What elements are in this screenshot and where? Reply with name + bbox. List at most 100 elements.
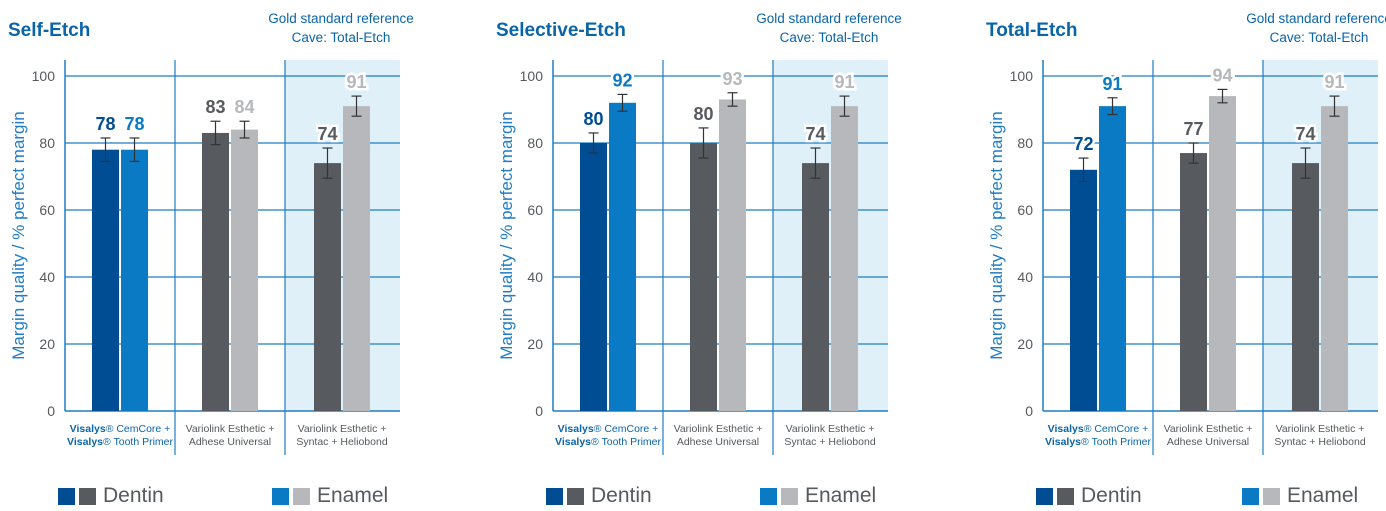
y-tick-label: 80	[527, 135, 543, 151]
bar-dentin	[1180, 153, 1207, 412]
category-label: Variolink Esthetic +	[298, 423, 387, 435]
legend-swatch-enamel-visalys	[1242, 487, 1259, 505]
gold-standard-note: Gold standard reference	[268, 11, 414, 26]
legend-self-etch: Dentin Enamel	[58, 485, 438, 511]
bar-enamel	[231, 129, 258, 411]
bar-enamel	[1209, 96, 1236, 411]
bar-enamel	[1099, 106, 1126, 412]
gold-standard-note: Gold standard reference	[1246, 11, 1386, 26]
gold-standard-caveat: Cave: Total-Etch	[780, 30, 879, 45]
category-label: Variolink Esthetic +	[674, 423, 763, 435]
data-label-dentin: 80	[583, 109, 603, 129]
legend-dentin: Dentin	[546, 485, 652, 507]
category-label-visalys: Visalys® CemCore +	[1048, 423, 1149, 435]
bar-dentin	[580, 143, 607, 411]
y-tick-label: 0	[47, 403, 55, 419]
legend-swatch-enamel-visalys	[760, 487, 777, 505]
chart-title: Self-Etch	[8, 20, 90, 41]
data-label-dentin: 80	[693, 104, 713, 124]
chart-selective-etch: 0 20 40 60 80 100 Margin quality / % perfect m…	[496, 11, 902, 455]
legend-swatch-dentin-other	[79, 487, 96, 505]
bar-dentin	[690, 143, 717, 411]
chart-title: Selective-Etch	[496, 20, 626, 41]
data-label-enamel: 91	[834, 72, 854, 92]
y-tick-label: 100	[32, 68, 56, 84]
data-label-dentin: 74	[1295, 124, 1315, 144]
data-label-enamel: 78	[124, 114, 144, 134]
category-label: Syntac + Heliobond	[296, 436, 388, 448]
data-label-dentin: 72	[1073, 134, 1093, 154]
category-label-part: Visalys	[555, 436, 591, 448]
gold-standard-highlight	[1263, 60, 1378, 411]
data-label-enamel: 91	[346, 72, 366, 92]
y-tick-label: 0	[535, 403, 543, 419]
category-label-part: ® Tooth Primer	[103, 436, 173, 448]
data-label-enamel: 84	[234, 97, 254, 117]
data-label-enamel: 94	[1212, 65, 1232, 85]
category-label-part: ® Tooth Primer	[591, 436, 661, 448]
category-label-visalys: Visalys® Tooth Primer	[67, 436, 174, 448]
y-tick-label: 20	[527, 336, 543, 352]
bar-dentin	[1070, 169, 1097, 411]
bar-enamel	[343, 106, 370, 412]
y-tick-label: 100	[1010, 68, 1034, 84]
category-label-visalys: Visalys® CemCore +	[558, 423, 659, 435]
legend-swatch-dentin-other	[1057, 487, 1074, 505]
legend-label-enamel: Enamel	[805, 484, 877, 507]
category-label: Adhese Universal	[1167, 436, 1249, 448]
gold-standard-caveat: Cave: Total-Etch	[1270, 30, 1369, 45]
y-axis-label: Margin quality / % perfect margin	[497, 111, 516, 360]
data-label-enamel: 92	[612, 70, 632, 90]
category-label: Variolink Esthetic +	[1276, 423, 1365, 435]
chart-total-etch: 0 20 40 60 80 100 Margin quality / % perfect m…	[986, 11, 1386, 455]
bar-enamel	[831, 106, 858, 412]
bar-dentin	[1292, 163, 1319, 411]
legend-enamel: Enamel	[272, 485, 388, 507]
category-label-part: Visalys	[1048, 423, 1084, 435]
legend-swatch-enamel-other	[293, 487, 310, 505]
legend-label-enamel: Enamel	[317, 484, 389, 507]
category-label-visalys: Visalys® CemCore +	[70, 423, 171, 435]
legend-selective-etch: Dentin Enamel	[546, 485, 926, 511]
legend-enamel: Enamel	[760, 485, 876, 507]
category-label-part: ® CemCore +	[1084, 423, 1149, 435]
bar-dentin	[314, 163, 341, 411]
legend-swatch-enamel-visalys	[272, 487, 289, 505]
bar-enamel	[609, 102, 636, 412]
category-label-part: ® CemCore +	[594, 423, 659, 435]
category-label: Adhese Universal	[189, 436, 271, 448]
legend-label-dentin: Dentin	[103, 484, 164, 507]
category-label-part: ® Tooth Primer	[1081, 436, 1151, 448]
gold-standard-caveat: Cave: Total-Etch	[292, 30, 391, 45]
y-tick-label: 40	[39, 269, 55, 285]
y-axis-label: Margin quality / % perfect margin	[9, 111, 28, 360]
y-tick-label: 80	[39, 135, 55, 151]
y-tick-label: 60	[39, 202, 55, 218]
legend-dentin: Dentin	[1036, 485, 1142, 507]
y-tick-label: 0	[1025, 403, 1033, 419]
y-axis-label: Margin quality / % perfect margin	[987, 111, 1006, 360]
y-tick-label: 40	[1017, 269, 1033, 285]
y-tick-label: 20	[1017, 336, 1033, 352]
data-label-enamel: 91	[1102, 74, 1122, 94]
data-label-dentin: 78	[95, 114, 115, 134]
chart-self-etch: 0 20 40 60 80 100 Margin quality / % perfect m…	[8, 11, 414, 455]
legend-swatch-enamel-other	[781, 487, 798, 505]
y-tick-label: 60	[1017, 202, 1033, 218]
bar-dentin	[802, 163, 829, 411]
gold-standard-highlight	[773, 60, 888, 411]
legend-enamel: Enamel	[1242, 485, 1358, 507]
gold-standard-note: Gold standard reference	[756, 11, 902, 26]
bar-enamel	[121, 149, 148, 411]
legend-swatch-dentin-visalys	[1036, 487, 1053, 505]
legend-swatch-dentin-visalys	[58, 487, 75, 505]
category-label-part: ® CemCore +	[106, 423, 171, 435]
legend-swatch-dentin-other	[567, 487, 584, 505]
gold-standard-highlight	[285, 60, 400, 411]
legend-label-enamel: Enamel	[1287, 484, 1359, 507]
y-tick-label: 80	[1017, 135, 1033, 151]
data-label-dentin: 74	[317, 124, 337, 144]
y-tick-label: 20	[39, 336, 55, 352]
category-label-part: Visalys	[558, 423, 594, 435]
bar-enamel	[1321, 106, 1348, 412]
